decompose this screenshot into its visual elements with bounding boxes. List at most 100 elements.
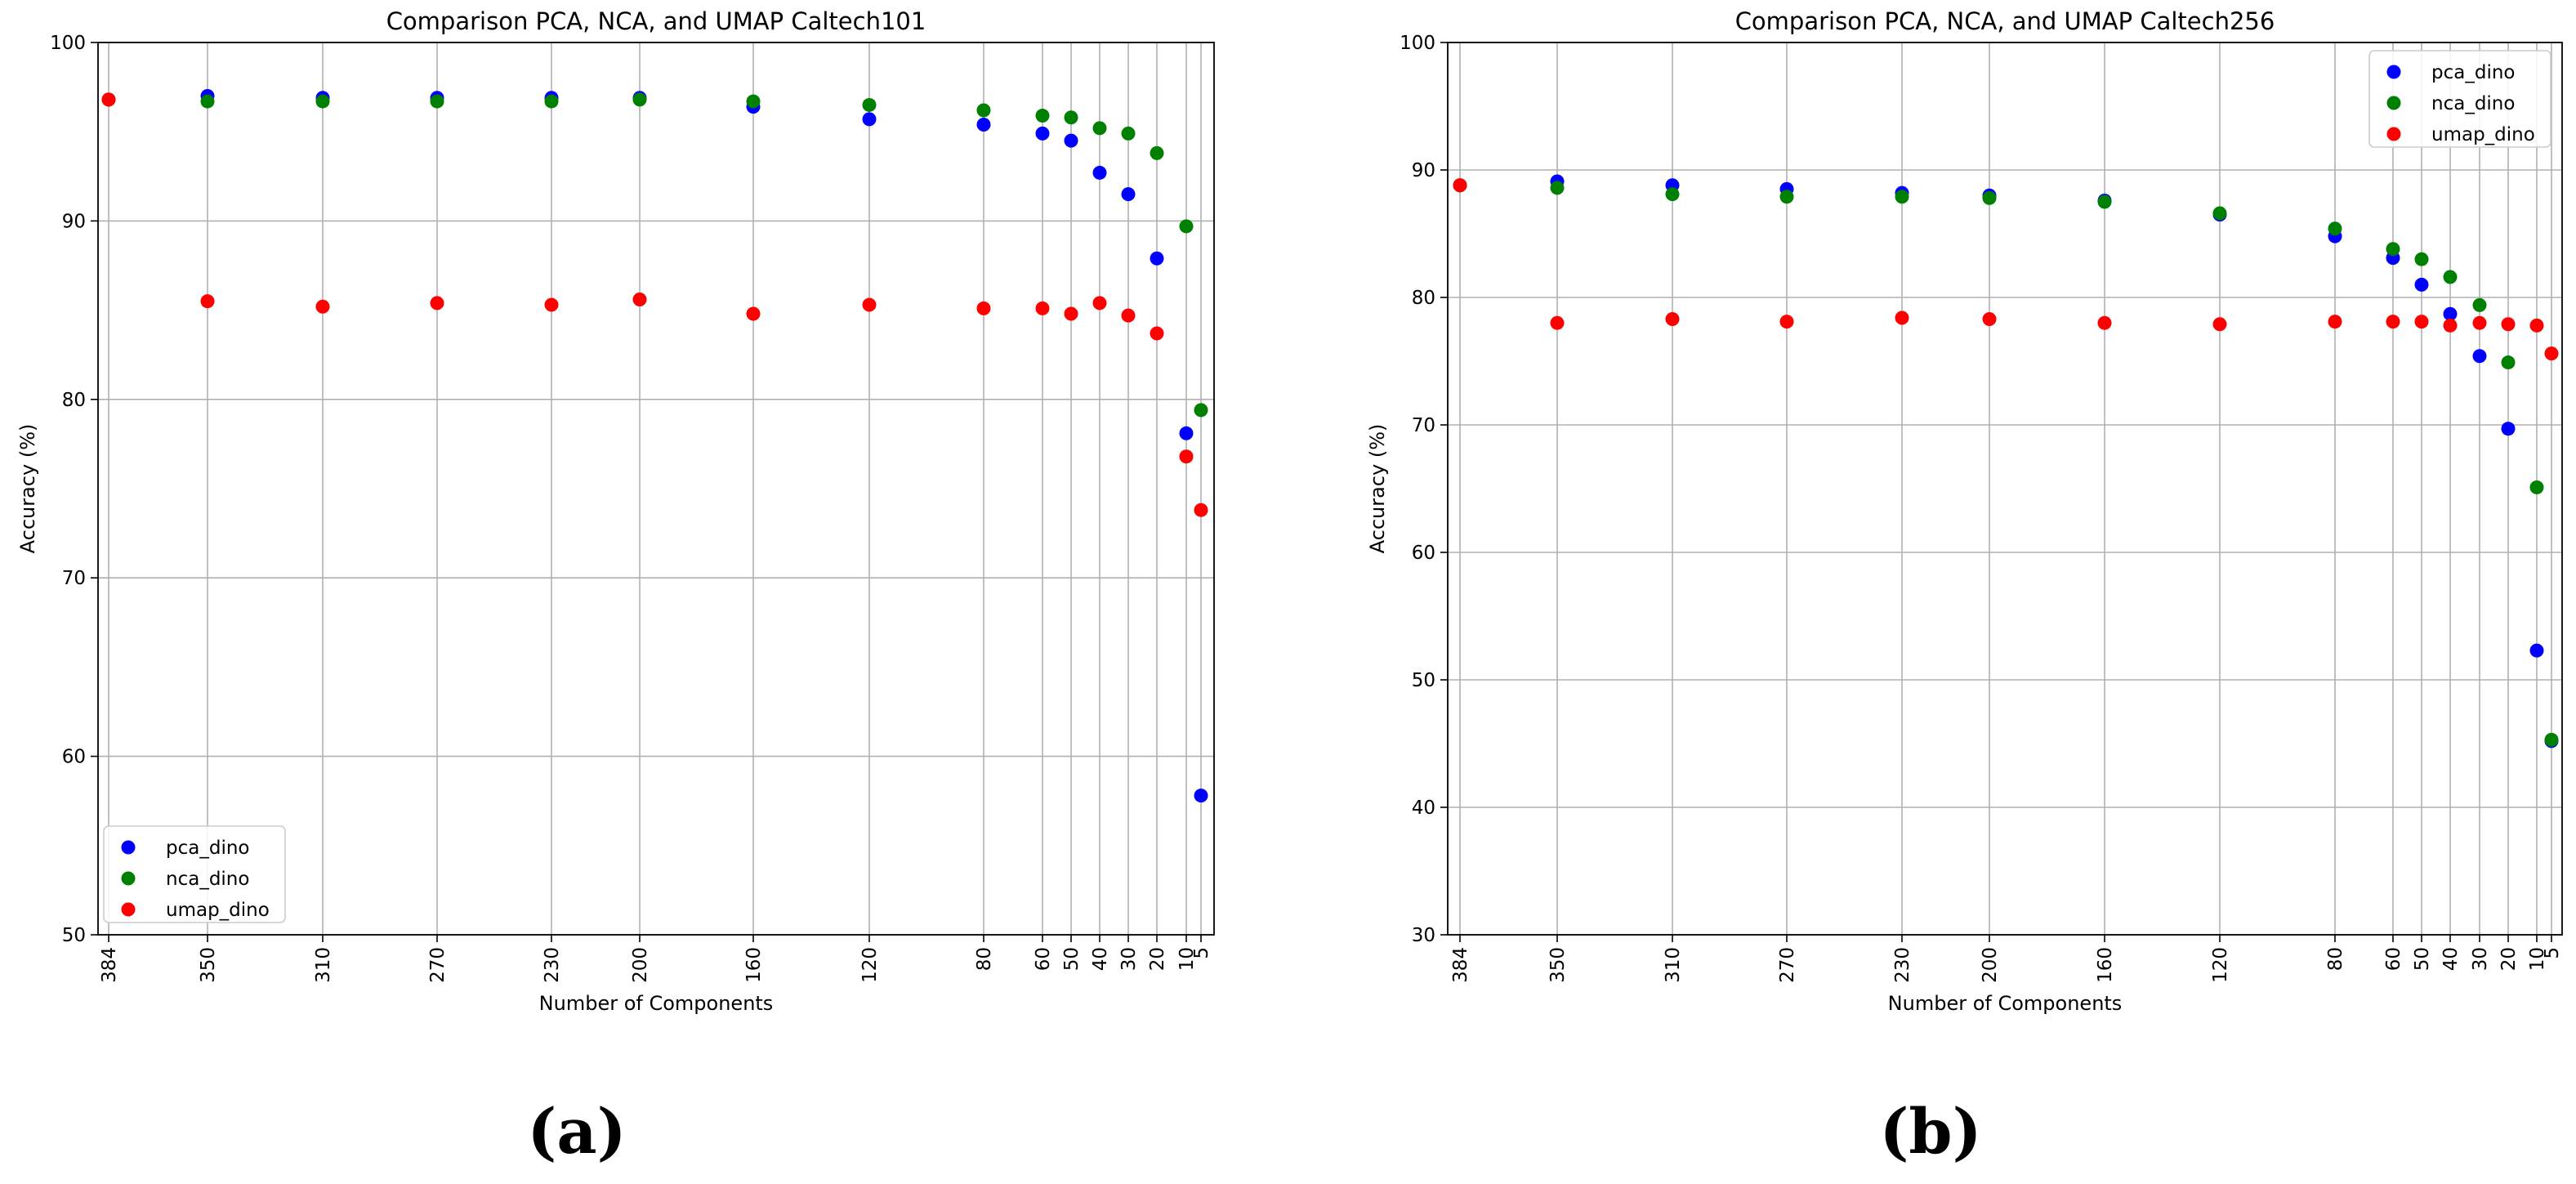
data-point-umap_dino	[200, 294, 215, 309]
plot-frame	[1447, 42, 2563, 936]
x-tick-label: 384	[99, 947, 120, 983]
legend-box	[2368, 50, 2551, 148]
data-point-nca_dino	[862, 97, 877, 112]
series-umap_dino	[1453, 178, 2559, 361]
x-axis-label: Number of Components	[1888, 992, 2123, 1015]
y-axis-label: Accuracy (%)	[1366, 424, 1389, 554]
x-tick-label: 120	[859, 947, 881, 983]
data-point-pca_dino	[1064, 133, 1078, 148]
data-point-umap_dino	[1179, 449, 1194, 464]
data-point-pca_dino	[1121, 187, 1136, 202]
data-point-nca_dino	[632, 92, 647, 107]
data-point-pca_dino	[1150, 251, 1164, 266]
legend: pca_dino nca_dino umap_dino	[2368, 50, 2551, 148]
data-point-nca_dino	[2328, 221, 2342, 236]
data-point-nca_dino	[1982, 190, 1997, 205]
legend-marker-pca_dino	[2386, 65, 2401, 79]
x-tick-label: 160	[743, 947, 765, 983]
x-tick-label: 200	[1980, 947, 2001, 983]
data-point-umap_dino	[1064, 306, 1078, 321]
data-point-umap_dino	[1982, 312, 1997, 327]
legend-marker-umap_dino	[2386, 127, 2401, 141]
data-point-pca_dino	[976, 117, 991, 132]
x-tick-label: 50	[2412, 947, 2433, 971]
x-tick-label: 10	[1176, 947, 1198, 971]
x-tick-label: 310	[1663, 947, 1684, 983]
data-point-umap_dino	[1092, 296, 1107, 311]
data-point-umap_dino	[2544, 346, 2559, 361]
data-point-umap_dino	[2472, 315, 2487, 330]
y-tick-label: 100	[50, 33, 86, 54]
legend: pca_dino nca_dino umap_dino	[103, 825, 286, 923]
x-tick-label: 80	[974, 947, 995, 971]
data-point-umap_dino	[1121, 308, 1136, 323]
data-point-nca_dino	[2414, 252, 2429, 266]
x-tick-label: 270	[1777, 947, 1798, 983]
x-tick-label: 5	[1191, 947, 1212, 959]
data-point-nca_dino	[1064, 110, 1078, 125]
data-point-umap_dino	[1550, 315, 1565, 330]
data-point-pca_dino	[862, 112, 877, 127]
data-point-umap_dino	[1194, 503, 1208, 517]
data-point-umap_dino	[746, 306, 761, 321]
data-point-umap_dino	[1150, 326, 1164, 341]
y-tick-label: 90	[62, 211, 86, 232]
y-tick-label: 80	[62, 390, 86, 411]
y-tick-label: 90	[1412, 160, 1435, 181]
data-point-nca_dino	[1092, 121, 1107, 136]
x-tick-label: 270	[427, 947, 449, 983]
data-point-nca_dino	[2386, 242, 2400, 257]
y-tick-label: 30	[1412, 925, 1435, 946]
x-tick-label: 60	[2383, 947, 2404, 971]
legend-marker-umap_dino	[121, 902, 136, 917]
legend-box	[103, 825, 286, 923]
legend-label-pca_dino: pca_dino	[2431, 62, 2515, 83]
y-tick-label: 70	[1412, 415, 1435, 436]
legend-marker-nca_dino	[2386, 96, 2401, 110]
data-point-nca_dino	[1779, 190, 1794, 204]
y-tick-label: 60	[1412, 543, 1435, 564]
chart-title: Comparison PCA, NCA, and UMAP Caltech256	[1735, 7, 2275, 35]
legend-label-nca_dino: nca_dino	[166, 869, 249, 890]
y-tick-label: 40	[1412, 798, 1435, 819]
data-point-umap_dino	[315, 299, 330, 314]
data-point-pca_dino	[1035, 126, 1050, 141]
x-tick-label: 350	[198, 947, 219, 983]
y-tick-label: 70	[62, 568, 86, 589]
data-point-pca_dino	[2443, 306, 2458, 321]
data-point-nca_dino	[1550, 181, 1565, 195]
data-point-nca_dino	[2097, 194, 2112, 209]
x-tick-label: 20	[2498, 947, 2520, 971]
data-point-umap_dino	[2443, 318, 2458, 333]
data-point-umap_dino	[632, 292, 647, 306]
x-tick-label: 30	[1118, 947, 1140, 971]
x-tick-label: 160	[2095, 947, 2116, 983]
data-point-umap_dino	[976, 301, 991, 315]
data-point-nca_dino	[1150, 145, 1164, 160]
x-tick-label: 350	[1547, 947, 1569, 983]
x-tick-label: 120	[2210, 947, 2231, 983]
data-point-umap_dino	[2097, 315, 2112, 330]
data-point-pca_dino	[1194, 789, 1208, 803]
data-point-umap_dino	[1665, 312, 1680, 327]
plot-frame	[97, 42, 1215, 936]
data-point-pca_dino	[1092, 165, 1107, 180]
y-tick-label: 50	[1412, 670, 1435, 691]
data-point-nca_dino	[1665, 187, 1680, 202]
x-tick-label: 60	[1033, 947, 1054, 971]
data-point-pca_dino	[2472, 349, 2487, 364]
data-point-nca_dino	[2212, 206, 2227, 221]
data-point-nca_dino	[2472, 297, 2487, 312]
x-tick-label: 40	[1090, 947, 1111, 971]
legend-label-pca_dino: pca_dino	[166, 838, 249, 859]
x-tick-label: 230	[1892, 947, 1913, 983]
data-point-nca_dino	[200, 94, 215, 109]
data-point-pca_dino	[2414, 277, 2429, 292]
data-point-nca_dino	[2443, 270, 2458, 284]
data-point-umap_dino	[1895, 311, 1909, 325]
data-point-nca_dino	[746, 94, 761, 109]
caption-b: (b)	[1879, 1095, 1982, 1168]
x-axis-label: Number of Components	[539, 992, 774, 1015]
data-point-umap_dino	[1779, 315, 1794, 329]
